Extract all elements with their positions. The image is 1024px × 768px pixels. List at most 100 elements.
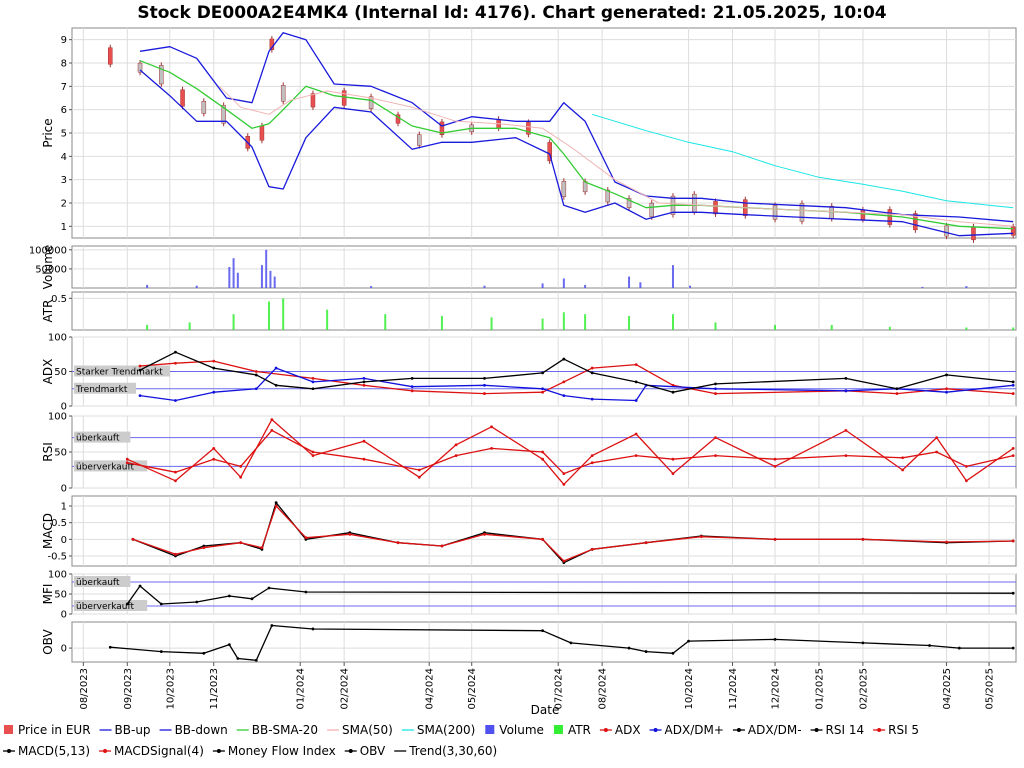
bar bbox=[146, 324, 149, 330]
series-point bbox=[945, 373, 948, 377]
series-point bbox=[590, 397, 594, 401]
series-point bbox=[138, 364, 142, 368]
series-point bbox=[362, 377, 366, 380]
panel-price: 1 2 3 4 5 6 7 8 9 Price bbox=[41, 27, 1017, 243]
bar bbox=[584, 314, 587, 330]
level-label-box bbox=[74, 431, 131, 443]
bar bbox=[774, 324, 777, 330]
bar bbox=[146, 284, 149, 288]
y-tick-label: 0 bbox=[61, 535, 67, 546]
series-point bbox=[634, 399, 638, 402]
y-axis-label-price: Price bbox=[41, 118, 55, 147]
bar bbox=[232, 314, 235, 330]
series-adx-dm bbox=[138, 366, 1015, 402]
candle bbox=[201, 101, 207, 114]
legend-item: Money Flow Index bbox=[212, 744, 336, 758]
bar bbox=[830, 324, 833, 330]
series-point bbox=[1011, 539, 1015, 543]
series-point bbox=[174, 350, 177, 354]
series-point bbox=[254, 370, 258, 373]
series-point bbox=[861, 641, 865, 645]
series-point bbox=[212, 359, 216, 363]
series-point bbox=[174, 479, 177, 483]
candle bbox=[547, 142, 552, 162]
series-point bbox=[362, 383, 366, 387]
bar bbox=[265, 249, 268, 288]
series-point bbox=[304, 536, 308, 540]
candle bbox=[799, 203, 805, 222]
candle bbox=[887, 209, 893, 225]
series-point bbox=[125, 602, 129, 606]
series-point bbox=[861, 537, 865, 541]
legend-item: ATR bbox=[553, 723, 591, 737]
legend-label: MACDSignal(4) bbox=[114, 744, 204, 758]
series-point bbox=[362, 457, 366, 461]
series-point bbox=[270, 624, 274, 627]
legend-swatch-dot bbox=[7, 749, 11, 753]
series-point bbox=[627, 646, 631, 650]
x-tick-label: 12/2024 bbox=[771, 668, 782, 710]
series-point bbox=[671, 472, 675, 475]
bar bbox=[541, 283, 544, 288]
series-point bbox=[671, 651, 675, 655]
series-point bbox=[945, 390, 948, 394]
series-line bbox=[127, 418, 1014, 486]
series-point bbox=[174, 361, 177, 365]
y-tick-label: 50 bbox=[54, 367, 67, 378]
legend-item: RSI 5 bbox=[873, 723, 919, 737]
legend-label: ADX bbox=[615, 723, 641, 737]
series-point bbox=[227, 594, 231, 598]
level-label-box bbox=[74, 460, 148, 472]
series-adx-dm bbox=[138, 350, 1015, 394]
legend-item: BB-SMA-20 bbox=[236, 723, 318, 737]
series-point bbox=[562, 559, 566, 563]
series-point bbox=[159, 602, 163, 606]
bar bbox=[384, 314, 387, 330]
series-line bbox=[132, 505, 1014, 562]
x-tick-label: 02/2024 bbox=[340, 668, 351, 710]
series-point bbox=[562, 483, 566, 486]
series-point bbox=[440, 544, 444, 548]
level-label-box bbox=[74, 576, 131, 587]
legend-swatch bbox=[4, 725, 13, 734]
bar bbox=[273, 276, 276, 288]
candle bbox=[649, 202, 654, 218]
legend-swatch-dot bbox=[814, 728, 819, 732]
series-point bbox=[483, 392, 486, 395]
legend-swatch bbox=[553, 725, 563, 734]
bar bbox=[490, 317, 493, 330]
bar bbox=[671, 265, 674, 288]
bar bbox=[1012, 327, 1015, 330]
series-point bbox=[311, 387, 315, 391]
y-tick-label: 0 bbox=[61, 402, 67, 413]
series-point bbox=[1011, 380, 1015, 384]
candle bbox=[971, 226, 976, 241]
bar bbox=[628, 316, 631, 330]
panel-frame-obv bbox=[71, 621, 1017, 663]
candle bbox=[310, 93, 316, 108]
candle bbox=[180, 89, 185, 107]
series-point bbox=[935, 450, 939, 454]
series-point bbox=[254, 658, 258, 662]
series-point bbox=[773, 465, 777, 468]
series-point bbox=[274, 383, 278, 387]
bar bbox=[483, 285, 486, 288]
legend-label: SMA(200) bbox=[417, 723, 475, 737]
y-tick-label: 3 bbox=[61, 175, 67, 186]
legend-label: SMA(50) bbox=[342, 723, 393, 737]
series-volume bbox=[146, 249, 968, 288]
y-tick-label: 50 bbox=[54, 590, 67, 601]
candle bbox=[439, 121, 445, 135]
series-point bbox=[590, 366, 594, 370]
legend-item: Price in EUR bbox=[4, 723, 91, 737]
y-tick-label: 7 bbox=[61, 82, 67, 93]
series-point bbox=[362, 439, 366, 443]
legend-swatch-dot bbox=[103, 749, 108, 753]
level-label: Starker Trendmarkt bbox=[76, 368, 163, 378]
series-point bbox=[490, 425, 493, 429]
legend-item: OBV bbox=[344, 744, 386, 758]
candle bbox=[605, 189, 611, 203]
level-label-box bbox=[74, 365, 170, 377]
series-point bbox=[773, 457, 777, 461]
